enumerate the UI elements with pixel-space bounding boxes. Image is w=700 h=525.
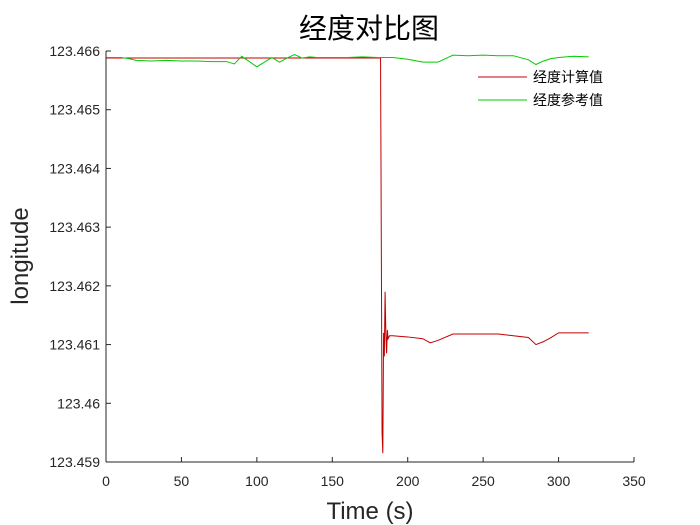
y-tick-label-0: 123.459: [49, 454, 100, 470]
x-tick-label-6: 300: [547, 473, 571, 489]
y-tick-label-6: 123.465: [49, 102, 100, 118]
x-tick-label-3: 150: [321, 473, 345, 489]
y-tick-label-7: 123.466: [49, 43, 100, 59]
x-tick-label-1: 50: [174, 473, 190, 489]
legend-label-1: 经度参考值: [533, 92, 603, 109]
series-line-1: [106, 53, 589, 68]
legend-label-0: 经度计算值: [533, 70, 603, 86]
y-tick-label-3: 123.462: [49, 278, 100, 294]
y-tick-label-2: 123.461: [49, 337, 100, 353]
chart-title: 经度对比图: [299, 12, 439, 45]
axes-layer: [105, 51, 634, 463]
y-tick-label-1: 123.46: [57, 395, 100, 411]
x-tick-label-2: 100: [245, 473, 269, 489]
series-layer: [106, 53, 589, 454]
plot-area: 0 50 100 150 200 250 300 350 123.459123.46123.4…: [49, 43, 646, 489]
x-axis-label: Time (s): [326, 498, 413, 525]
x-ticks: 0 50 100 150 200 250 300 350: [102, 457, 646, 489]
y-tick-label-5: 123.464: [49, 160, 100, 176]
x-tick-label-0: 0: [102, 473, 110, 489]
series-line-0: [106, 57, 589, 454]
x-tick-label-4: 200: [396, 473, 420, 489]
y-tick-label-4: 123.463: [49, 219, 100, 235]
x-tick-label-7: 350: [622, 473, 646, 489]
x-tick-label-5: 250: [471, 473, 495, 489]
y-ticks: 123.459 123.46 123.461 123.462 123.463 123.46…: [49, 43, 111, 470]
y-axis-label: longitude: [7, 207, 34, 304]
